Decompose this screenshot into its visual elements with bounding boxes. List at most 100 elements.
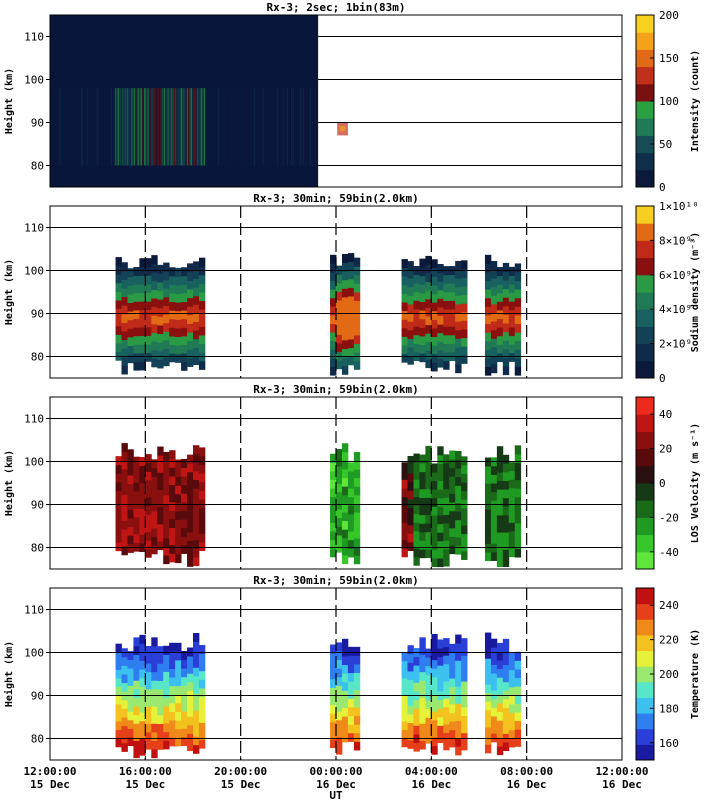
- heatmap-cell: [455, 634, 462, 644]
- heatmap-cell: [193, 355, 200, 365]
- heatmap-cell: [353, 300, 361, 310]
- heatmap-cell: [443, 497, 450, 507]
- heatmap-cell: [198, 343, 206, 353]
- heatmap-cell: [175, 737, 182, 747]
- heatmap-cell: [115, 464, 122, 474]
- heatmap-cell: [514, 539, 522, 549]
- heatmap-cell: [330, 730, 337, 740]
- heatmap-cell: [181, 659, 188, 669]
- heatmap-cell: [437, 358, 444, 368]
- heatmap-cell: [157, 463, 164, 473]
- heatmap-cell: [449, 721, 456, 731]
- heatmap-cell: [133, 292, 140, 302]
- heatmap-cell: [145, 706, 152, 716]
- heatmap-cell: [353, 672, 361, 682]
- heatmap-cell: [347, 496, 355, 506]
- heatmap-cell: [336, 711, 343, 721]
- ytick-label: 110: [24, 604, 44, 617]
- heatmap-cell: [115, 729, 122, 739]
- heatmap-cell: [419, 463, 426, 473]
- colorbar-tick-label: 0: [659, 477, 666, 490]
- heatmap-cell: [514, 280, 522, 290]
- heatmap-cell: [133, 482, 140, 492]
- heatmap-cell: [133, 327, 140, 337]
- heatmap-cell: [484, 332, 492, 342]
- heatmap-cell: [175, 554, 182, 564]
- heatmap-cell: [407, 714, 414, 724]
- heatmap-cell: [181, 719, 188, 729]
- heatmap-cell: [330, 357, 337, 367]
- heatmap-cell: [127, 711, 134, 721]
- heatmap-cell: [336, 449, 343, 459]
- heatmap-cell: [163, 688, 170, 698]
- heatmap-cell: [193, 321, 200, 331]
- heatmap-cell: [407, 645, 414, 655]
- heatmap-cell: [169, 510, 176, 520]
- heatmap-cell: [401, 531, 408, 541]
- heatmap-cell: [419, 645, 426, 655]
- heatmap-cell: [127, 311, 134, 321]
- heatmap-cell: [169, 344, 176, 354]
- heatmap-cell: [181, 361, 188, 371]
- heatmap-cell: [193, 488, 200, 498]
- heatmap-cell: [443, 531, 450, 541]
- heatmap-cell: [419, 731, 426, 741]
- heatmap-cell: [455, 746, 462, 756]
- heatmap-cell: [336, 745, 343, 755]
- heatmap-cell: [336, 719, 343, 729]
- heatmap-cell: [121, 656, 128, 666]
- heatmap-cell: [407, 524, 414, 534]
- colorbar-tick-label: 200: [659, 668, 679, 681]
- heatmap-cell: [455, 729, 462, 739]
- heatmap-cell: [330, 696, 337, 706]
- heatmap-cell: [490, 698, 498, 708]
- heatmap-cell: [198, 542, 206, 552]
- colorbar-tick-label: 2×10⁹: [659, 338, 692, 351]
- heatmap-cell: [508, 695, 516, 705]
- heatmap-cell: [169, 284, 176, 294]
- heatmap-cell: [336, 325, 343, 335]
- heatmap-cell: [496, 703, 504, 713]
- heatmap-cell: [490, 312, 498, 322]
- heatmap-cell: [455, 686, 462, 696]
- heatmap-cell: [151, 731, 158, 741]
- heatmap-cell: [443, 471, 450, 481]
- heatmap-cell: [455, 476, 462, 486]
- heatmap-cell: [353, 343, 361, 353]
- heatmap-cell: [425, 471, 432, 481]
- xtick-label-date: 15 Dec: [125, 778, 165, 791]
- heatmap-cell: [187, 540, 194, 550]
- heatmap-cell: [425, 264, 432, 274]
- colorbar-tick-label: 20: [659, 443, 672, 456]
- heatmap-cell: [157, 472, 164, 482]
- heatmap-cell: [437, 480, 444, 490]
- heatmap-cell: [461, 337, 468, 347]
- heatmap-cell: [484, 727, 492, 737]
- heatmap-cell: [151, 298, 158, 308]
- heatmap-cell: [145, 344, 152, 354]
- heatmap-cell: [407, 662, 414, 672]
- heatmap-cell: [198, 713, 206, 723]
- heatmap-cell: [514, 306, 522, 316]
- heatmap-cell: [490, 321, 498, 331]
- heatmap-cell: [145, 531, 152, 541]
- heatmap-cell: [175, 485, 182, 495]
- heatmap-cell: [145, 318, 152, 328]
- heatmap-cell: [514, 332, 522, 342]
- heatmap-cell: [151, 263, 158, 273]
- heatmap-cell: [455, 519, 462, 529]
- heatmap-cell: [127, 354, 134, 364]
- heatmap-cell: [169, 458, 176, 468]
- heatmap-cell: [502, 656, 510, 666]
- heatmap-cell: [127, 509, 134, 519]
- heatmap-cell: [347, 296, 355, 306]
- heatmap-cell: [514, 471, 522, 481]
- heatmap-cell: [514, 531, 522, 541]
- heatmap-cell: [437, 549, 444, 559]
- heatmap-cell: [127, 276, 134, 286]
- heatmap-cell: [502, 742, 510, 752]
- colorbar-label: Sodium density (m⁻³): [689, 232, 701, 352]
- heatmap-cell: [347, 548, 355, 558]
- heatmap-cell: [198, 317, 206, 327]
- heatmap-cell: [461, 286, 468, 296]
